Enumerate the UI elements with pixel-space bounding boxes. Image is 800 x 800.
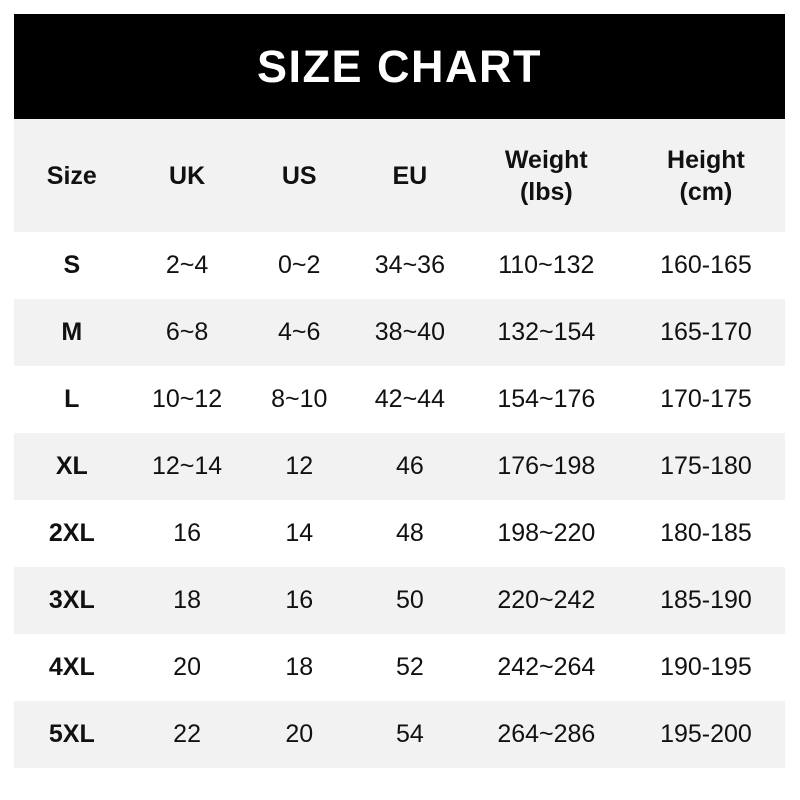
cell-us: 4~6	[278, 317, 321, 346]
cell-height: 160-165	[660, 250, 752, 279]
table-row: 2XL 16 14 48 198~220 180-185	[14, 500, 785, 567]
table-row: 5XL 22 20 54 264~286 195-200	[14, 701, 785, 768]
cell-size: 5XL	[48, 719, 95, 748]
table-row: M 6~8 4~6 38~40 132~154 165-170	[14, 299, 785, 366]
cell-weight: 132~154	[497, 317, 596, 346]
cell-weight: 176~198	[497, 451, 596, 480]
cell-us: 16	[285, 585, 314, 614]
column-header-label: Height	[667, 145, 745, 174]
table-header-row: Size UK US EU Weight (lbs) Height (cm)	[14, 119, 785, 232]
column-header-us: US	[245, 119, 354, 232]
table-row: 3XL 18 16 50 220~242 185-190	[14, 567, 785, 634]
cell-height: 185-190	[660, 585, 752, 614]
cell-weight: 198~220	[497, 518, 596, 547]
cell-uk: 10~12	[151, 384, 223, 413]
cell-size: 3XL	[48, 585, 95, 614]
cell-height: 165-170	[660, 317, 752, 346]
cell-us: 12	[285, 451, 314, 480]
cell-weight: 264~286	[497, 719, 596, 748]
cell-weight: 110~132	[498, 250, 595, 279]
table-row: L 10~12 8~10 42~44 154~176 170-175	[14, 366, 785, 433]
cell-uk: 18	[173, 585, 201, 614]
size-chart-table: Size UK US EU Weight (lbs) Height (cm) S 2~4 0~2 3…	[14, 119, 785, 768]
cell-us: 14	[285, 518, 314, 547]
table-body: S 2~4 0~2 34~36 110~132 160-165 M 6~8 4~6 38~40 13…	[14, 232, 785, 768]
column-header-label: US	[281, 161, 317, 190]
cell-us: 20	[285, 719, 314, 748]
cell-size: XL	[55, 451, 88, 480]
cell-uk: 12~14	[151, 451, 223, 480]
cell-height: 175-180	[660, 451, 752, 480]
table-row: S 2~4 0~2 34~36 110~132 160-165	[14, 232, 785, 299]
cell-uk: 22	[173, 719, 201, 748]
column-header-eu: EU	[354, 119, 466, 232]
table-header: Size UK US EU Weight (lbs) Height (cm)	[14, 119, 785, 232]
column-header-weight: Weight (lbs)	[466, 119, 627, 232]
cell-size: 4XL	[48, 652, 95, 681]
cell-us: 0~2	[278, 250, 321, 279]
title-banner: SIZE CHART	[14, 14, 785, 119]
column-header-unit: (cm)	[679, 177, 733, 206]
cell-height: 195-200	[660, 719, 752, 748]
column-header-unit: (lbs)	[519, 177, 573, 206]
cell-eu: 50	[395, 585, 424, 614]
column-header-label: Size	[46, 161, 97, 190]
cell-uk: 16	[173, 518, 201, 547]
column-header-label: Weight	[504, 145, 588, 174]
cell-size: S	[63, 250, 81, 279]
cell-height: 180-185	[660, 518, 752, 547]
cell-uk: 20	[173, 652, 201, 681]
cell-weight: 242~264	[497, 652, 596, 681]
column-header-uk: UK	[130, 119, 245, 232]
cell-eu: 52	[395, 652, 424, 681]
cell-us: 18	[285, 652, 314, 681]
column-header-size: Size	[14, 119, 130, 232]
column-header-label: UK	[169, 161, 206, 190]
column-header-label: EU	[392, 161, 428, 190]
cell-height: 170-175	[660, 384, 752, 413]
cell-eu: 46	[395, 451, 424, 480]
cell-weight: 220~242	[497, 585, 596, 614]
column-header-height: Height (cm)	[627, 119, 785, 232]
cell-eu: 54	[395, 719, 424, 748]
cell-weight: 154~176	[497, 384, 596, 413]
table-row: 4XL 20 18 52 242~264 190-195	[14, 634, 785, 701]
cell-eu: 48	[395, 518, 424, 547]
cell-uk: 2~4	[165, 250, 209, 279]
cell-height: 190-195	[660, 652, 752, 681]
cell-eu: 38~40	[374, 317, 445, 346]
cell-eu: 34~36	[374, 250, 445, 279]
table-row: XL 12~14 12 46 176~198 175-180	[14, 433, 785, 500]
cell-uk: 6~8	[165, 317, 209, 346]
cell-us: 8~10	[271, 384, 328, 413]
cell-size: M	[61, 317, 83, 346]
cell-eu: 42~44	[374, 384, 445, 413]
page-title: SIZE CHART	[257, 41, 542, 92]
cell-size: L	[64, 384, 80, 413]
cell-size: 2XL	[48, 518, 95, 547]
